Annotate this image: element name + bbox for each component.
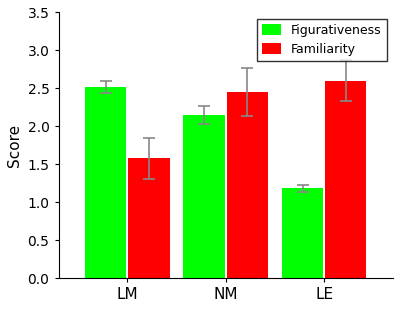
Bar bbox=[227, 92, 268, 278]
Legend: Figurativeness, Familiarity: Figurativeness, Familiarity bbox=[258, 19, 387, 61]
Bar bbox=[85, 87, 126, 278]
Bar bbox=[282, 188, 323, 278]
Bar bbox=[325, 81, 366, 278]
Y-axis label: Score: Score bbox=[7, 124, 22, 167]
Bar bbox=[184, 115, 225, 278]
Bar bbox=[128, 158, 170, 278]
